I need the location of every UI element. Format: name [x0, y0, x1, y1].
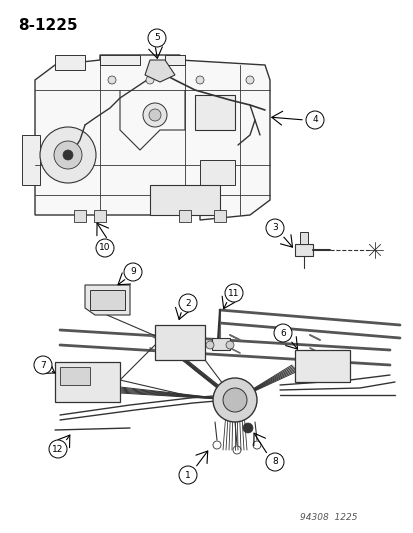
Circle shape: [63, 150, 73, 160]
Text: 5: 5: [154, 34, 159, 43]
Bar: [195, 95, 235, 130]
Bar: [74, 210, 86, 222]
Circle shape: [142, 103, 166, 127]
Text: 3: 3: [271, 223, 277, 232]
Circle shape: [224, 284, 242, 302]
Circle shape: [49, 440, 67, 458]
Text: 9: 9: [130, 268, 135, 277]
Bar: [178, 210, 190, 222]
Bar: [211, 338, 230, 350]
Circle shape: [212, 378, 256, 422]
Text: 10: 10: [99, 244, 111, 253]
Circle shape: [149, 109, 161, 121]
Circle shape: [34, 356, 52, 374]
Bar: [294, 244, 312, 256]
Circle shape: [223, 388, 247, 412]
Bar: [22, 135, 40, 185]
Circle shape: [206, 341, 214, 349]
Circle shape: [96, 239, 114, 257]
Circle shape: [178, 466, 197, 484]
Bar: [150, 185, 219, 215]
Circle shape: [54, 141, 82, 169]
Circle shape: [245, 76, 254, 84]
Circle shape: [273, 324, 291, 342]
Circle shape: [108, 76, 116, 84]
Circle shape: [147, 29, 166, 47]
Circle shape: [242, 423, 252, 433]
Bar: [100, 55, 140, 65]
Bar: [299, 232, 307, 244]
Text: 2: 2: [185, 298, 190, 308]
Text: 8-1225: 8-1225: [18, 18, 78, 33]
Circle shape: [225, 341, 233, 349]
Bar: [55, 362, 120, 402]
Bar: [94, 210, 106, 222]
Circle shape: [124, 263, 142, 281]
Circle shape: [266, 453, 283, 471]
Bar: [165, 55, 185, 65]
Text: 7: 7: [40, 360, 46, 369]
Circle shape: [146, 76, 154, 84]
Circle shape: [178, 294, 197, 312]
Bar: [55, 55, 85, 70]
Text: 8: 8: [271, 457, 277, 466]
Text: 6: 6: [280, 328, 285, 337]
Bar: [199, 160, 235, 185]
Circle shape: [195, 76, 204, 84]
Circle shape: [305, 111, 323, 129]
Polygon shape: [35, 55, 269, 220]
Circle shape: [40, 127, 96, 183]
Text: 94308  1225: 94308 1225: [299, 513, 357, 522]
Bar: [154, 325, 204, 360]
Text: 1: 1: [185, 471, 190, 480]
Polygon shape: [85, 285, 130, 315]
Bar: [294, 350, 349, 382]
Bar: [60, 367, 90, 385]
Circle shape: [266, 219, 283, 237]
Text: 11: 11: [228, 288, 239, 297]
Text: 4: 4: [311, 116, 317, 125]
Bar: [214, 210, 225, 222]
Text: 12: 12: [52, 445, 64, 454]
Bar: [90, 290, 125, 310]
Polygon shape: [145, 60, 175, 82]
